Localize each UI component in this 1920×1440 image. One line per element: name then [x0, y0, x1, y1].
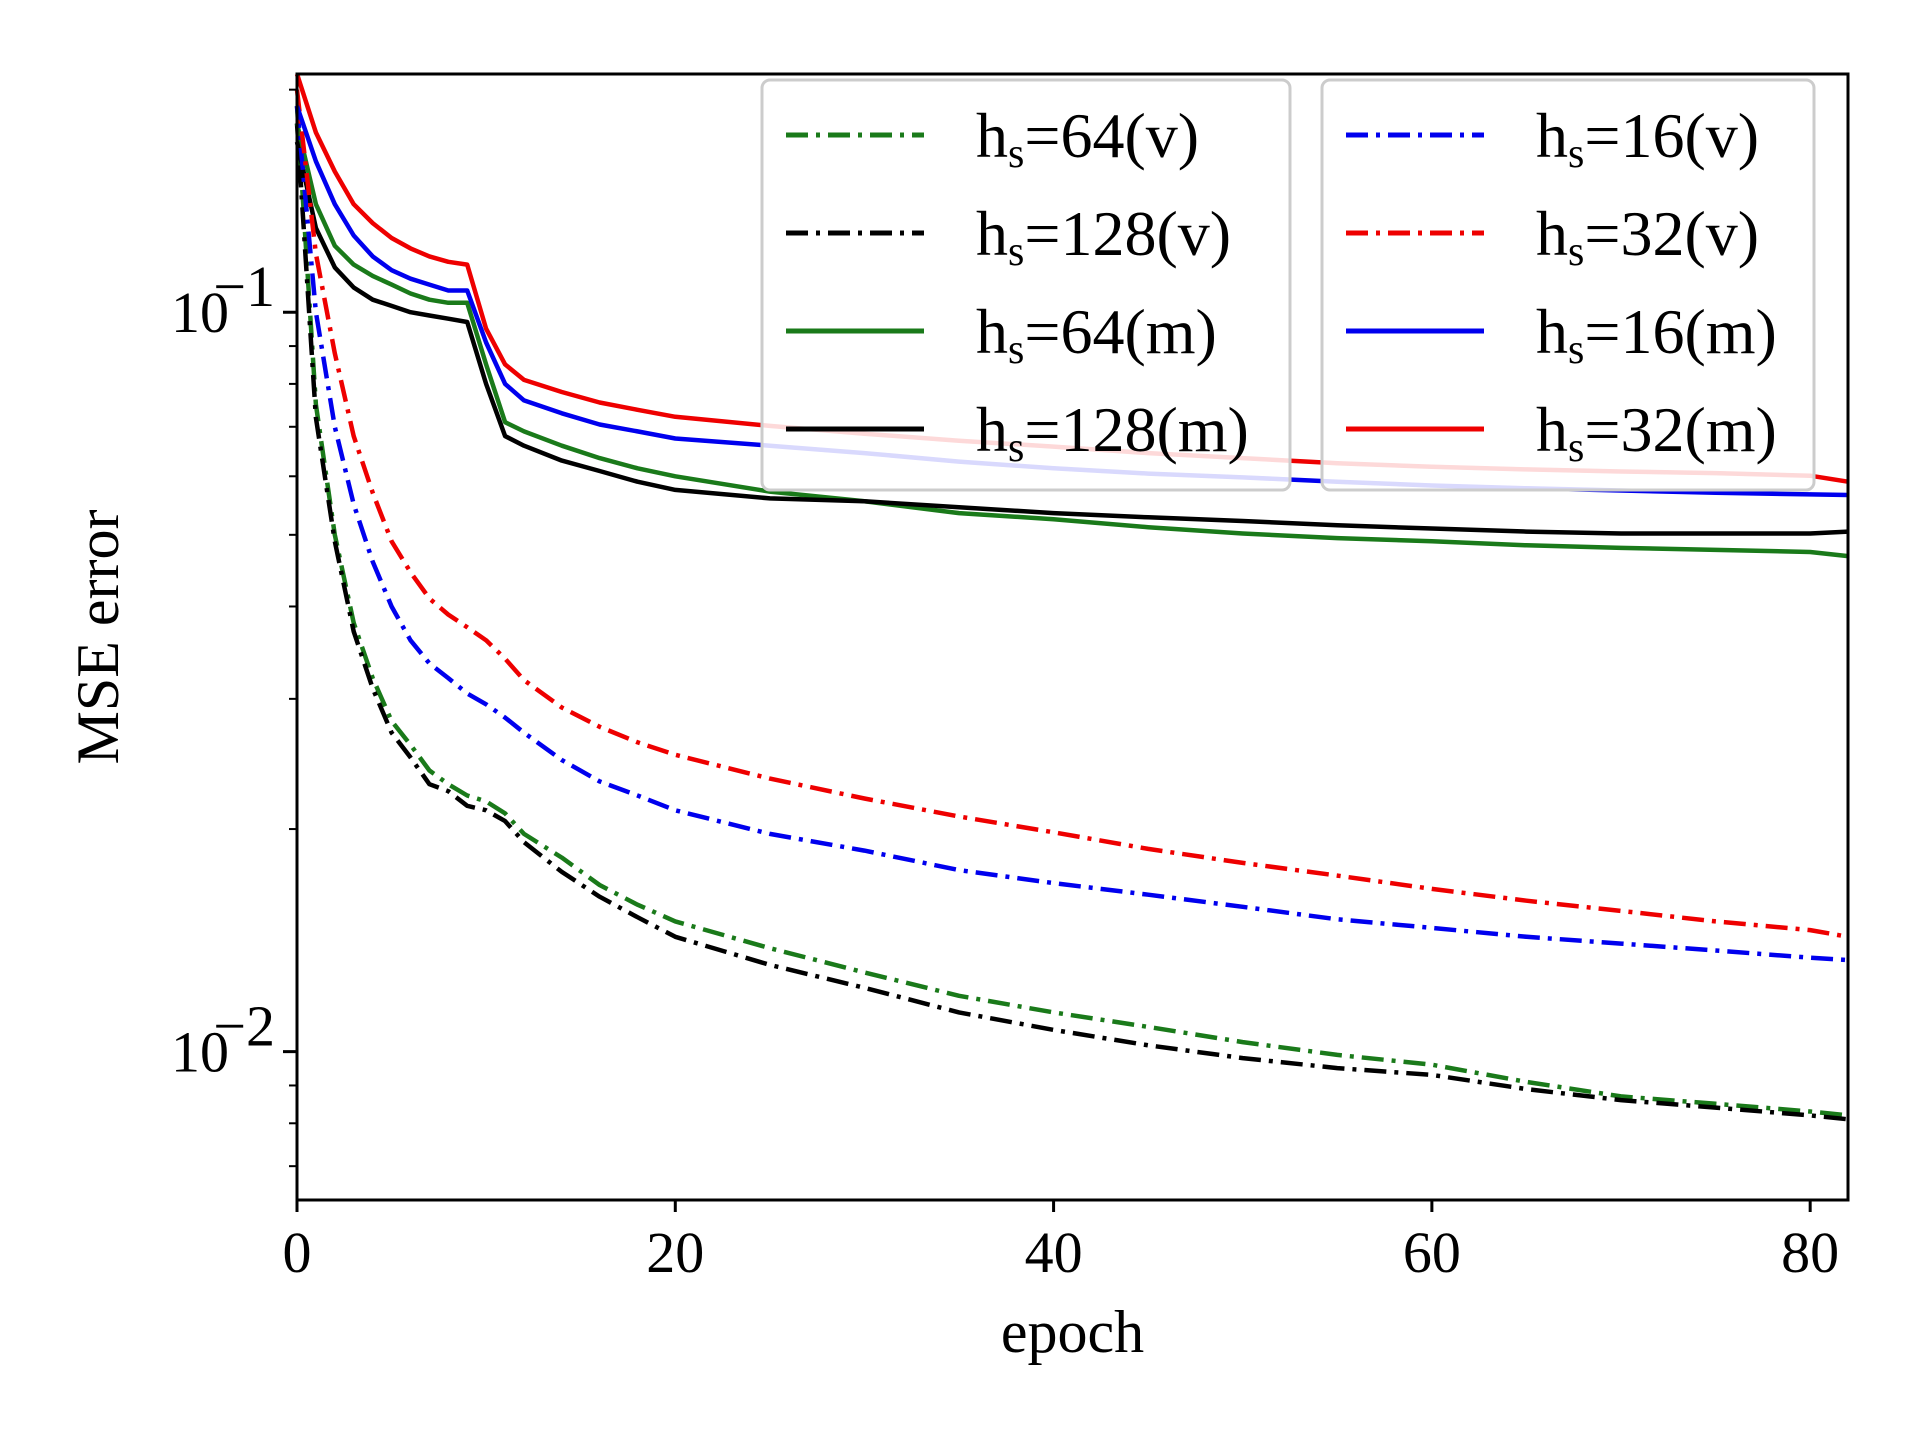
series-line-64v-0: [294, 105, 1849, 1118]
legend-label: hs=16(m): [1536, 296, 1777, 373]
y-tick-label: 10: [171, 1020, 229, 1085]
legend-box: [1320, 78, 1816, 492]
legend-box: [760, 78, 1292, 492]
legend-label: hs=32(m): [1536, 394, 1777, 471]
series-layer: [294, 73, 1849, 1122]
x-axis-label: epoch: [1001, 1299, 1144, 1365]
y-tick-exponent: −1: [213, 254, 275, 319]
legend-label: hs=32(v): [1536, 198, 1759, 275]
x-tick-label: 60: [1403, 1220, 1461, 1285]
series-line-32v-5: [294, 89, 1849, 940]
x-tick-label: 0: [283, 1220, 312, 1285]
series-line-64m-2: [294, 122, 1849, 559]
legend-label: hs=64(m): [976, 296, 1217, 373]
y-tick-exponent: −2: [213, 994, 275, 1059]
legend-label: hs=16(v): [1536, 100, 1759, 177]
series-line-128v-1: [294, 123, 1849, 1122]
x-tick-label: 20: [646, 1220, 704, 1285]
plot-area-frame: [295, 72, 1850, 1202]
x-tick-label: 80: [1781, 1220, 1839, 1285]
legend-label: hs=128(m): [976, 394, 1249, 471]
y-axis-label: MSE error: [65, 510, 131, 765]
legend: hs=64(v) hs=128(v) hs=64(m) hs=128(m) hs=16(…: [760, 78, 1816, 492]
series-line-16v-4: [294, 105, 1849, 963]
series-line-128m-3: [294, 141, 1849, 536]
legend-label: hs=64(v): [976, 100, 1199, 177]
x-tick-label: 40: [1025, 1220, 1083, 1285]
y-tick-label: 10: [171, 280, 229, 345]
legend-label: hs=128(v): [976, 198, 1231, 275]
